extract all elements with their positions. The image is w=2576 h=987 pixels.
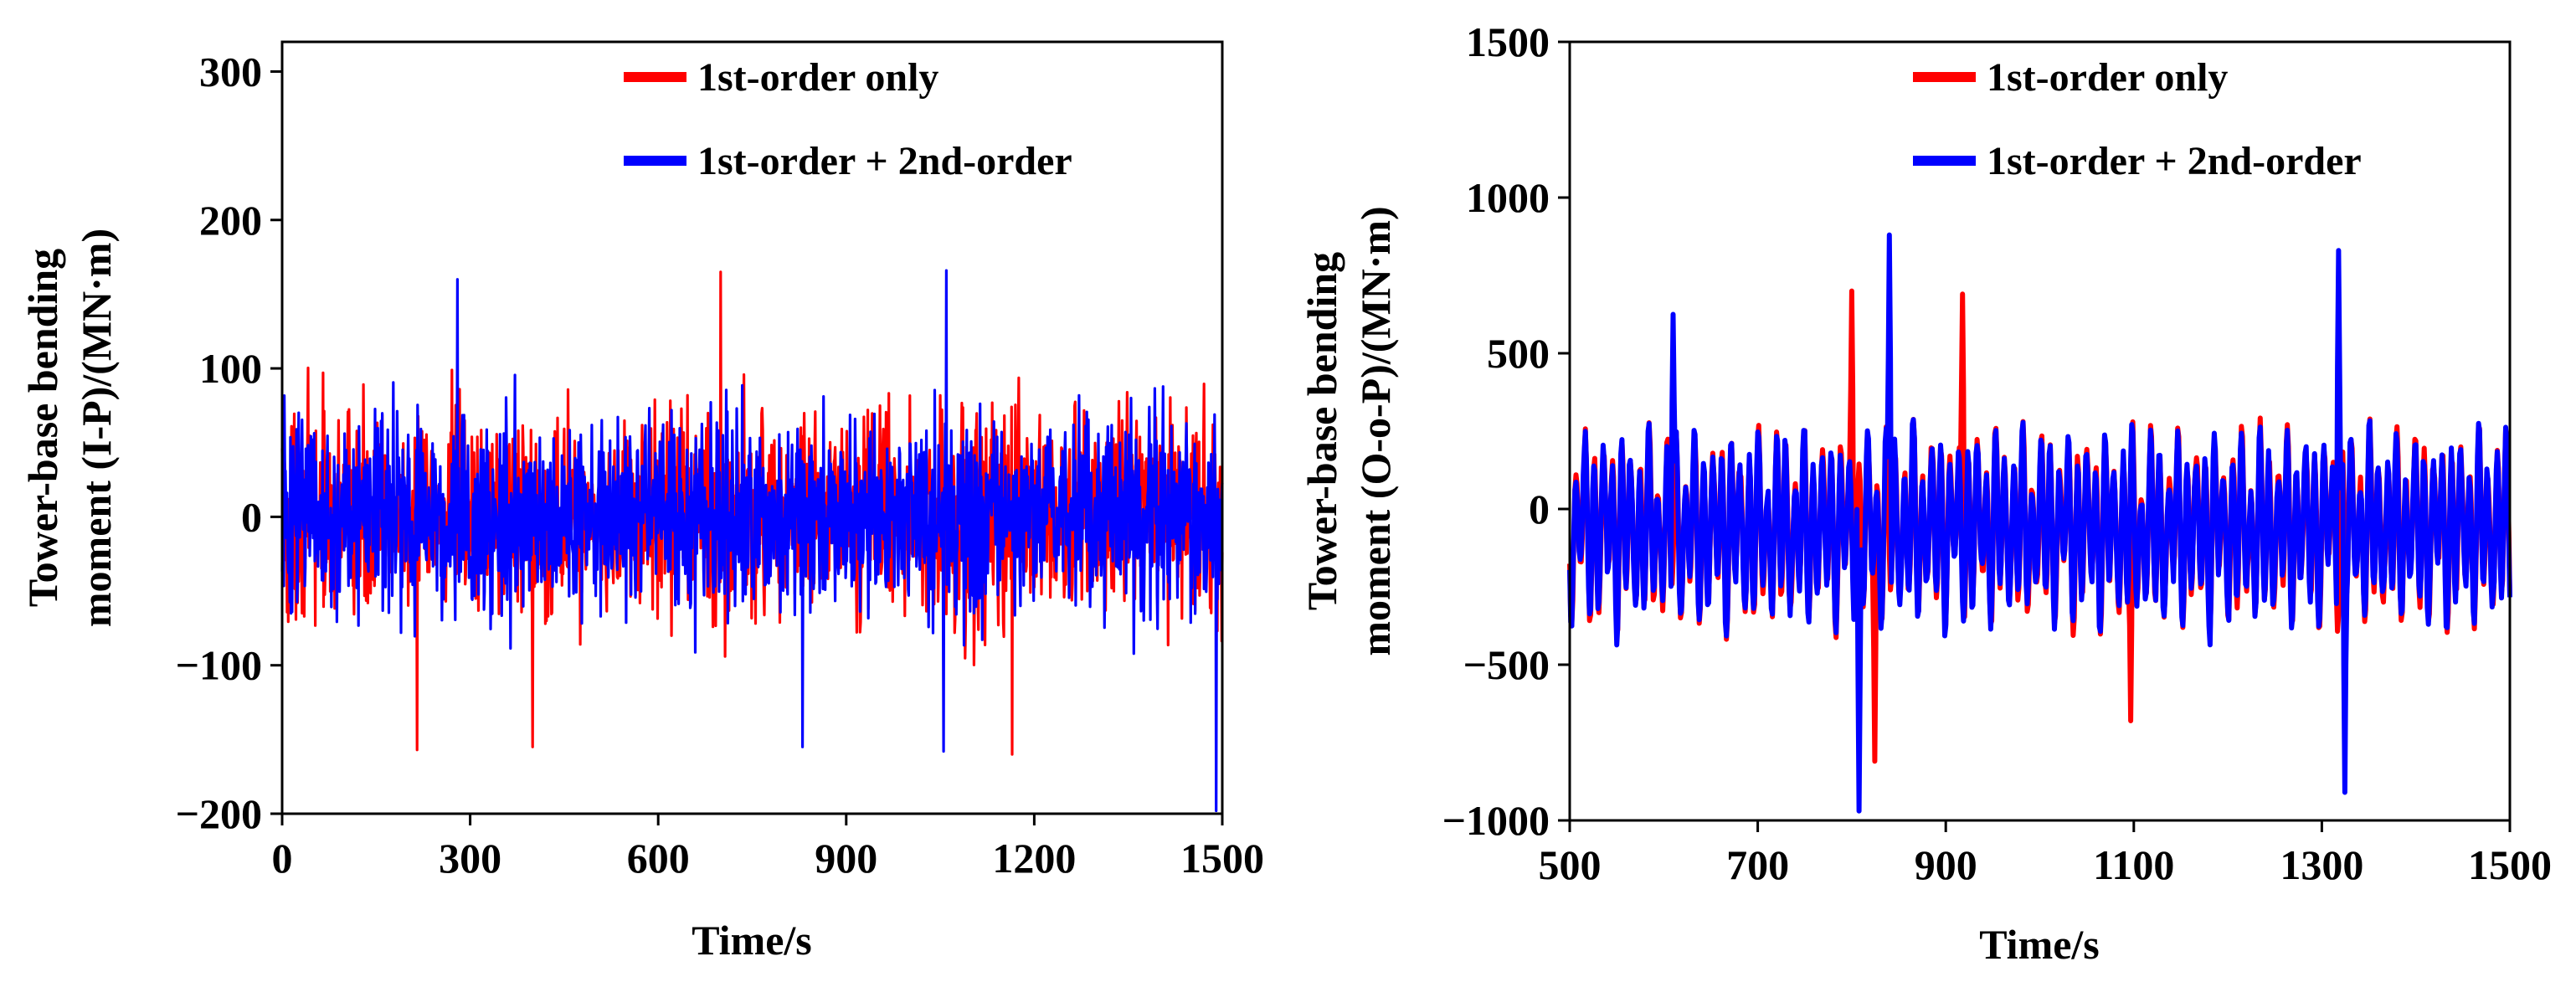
left-y-tick-label: 100 bbox=[199, 345, 262, 392]
right-x-tick-label: 1100 bbox=[2093, 841, 2174, 888]
left-x-axis-title: Time/s bbox=[692, 917, 812, 964]
right-x-tick-label: 1500 bbox=[2468, 841, 2552, 888]
right-y-axis-title-line1: Tower-base bending bbox=[1298, 252, 1345, 610]
right-y-tick-label: −1000 bbox=[1442, 797, 1550, 844]
chart-left: 0 300 600 900 1200 1500 −200 −100 0 100 200 300 Ti… bbox=[19, 40, 1264, 964]
chart-right: 500 700 900 1100 1300 1500 −1000 −500 0 500 1000 1… bbox=[1298, 18, 2552, 968]
right-y-tick-label: 0 bbox=[1529, 486, 1550, 532]
left-x-tick-label: 900 bbox=[815, 835, 877, 882]
left-y-tick-label: 200 bbox=[199, 197, 262, 244]
right-x-axis-title: Time/s bbox=[1979, 921, 2100, 968]
right-y-tick-label: 500 bbox=[1487, 330, 1550, 377]
right-y-tick-label: 1000 bbox=[1466, 174, 1550, 221]
left-x-tick-label: 600 bbox=[627, 835, 690, 882]
left-x-tick-label: 300 bbox=[439, 835, 501, 882]
left-legend-label-combined: 1st-order + 2nd-order bbox=[697, 139, 1072, 183]
left-y-tick-label: 0 bbox=[241, 493, 262, 540]
left-series-group bbox=[280, 269, 1224, 813]
right-x-tick-label: 700 bbox=[1726, 841, 1789, 888]
left-plot-frame bbox=[280, 40, 1224, 815]
right-series-line-combined bbox=[1567, 232, 2512, 814]
right-x-tick-label: 900 bbox=[1915, 841, 1977, 888]
left-legend: 1st-order only 1st-order + 2nd-order bbox=[624, 55, 1072, 183]
left-y-tick-label: −100 bbox=[176, 642, 263, 689]
right-x-tick-label: 1300 bbox=[2280, 841, 2363, 888]
left-y-axis-title-line2: moment (I-P)/(MN·m) bbox=[73, 229, 120, 627]
right-y-axis-title-line2: moment (O-o-P)/(MN·m) bbox=[1352, 206, 1399, 655]
right-series-group bbox=[1567, 232, 2512, 814]
left-x-tick-label: 0 bbox=[272, 835, 293, 882]
right-x-tick-label: 500 bbox=[1539, 841, 1602, 888]
left-series-line-combined bbox=[280, 269, 1224, 813]
left-y-axis-title-line1: Tower-base bending bbox=[19, 249, 66, 607]
right-legend-label-combined: 1st-order + 2nd-order bbox=[1987, 139, 2362, 183]
left-x-axis: 0 300 600 900 1200 1500 bbox=[272, 814, 1264, 882]
left-y-tick-label: 300 bbox=[199, 48, 262, 95]
right-x-axis: 500 700 900 1100 1300 1500 bbox=[1539, 820, 2552, 888]
right-legend: 1st-order only 1st-order + 2nd-order bbox=[1913, 55, 2362, 183]
left-x-tick-label: 1200 bbox=[992, 835, 1076, 882]
right-legend-label-1st-order: 1st-order only bbox=[1987, 55, 2228, 100]
left-y-tick-label: −200 bbox=[176, 790, 263, 837]
right-y-tick-label: 1500 bbox=[1466, 18, 1550, 65]
left-x-tick-label: 1500 bbox=[1180, 835, 1264, 882]
right-y-tick-label: −500 bbox=[1463, 641, 1550, 688]
left-y-axis: −200 −100 0 100 200 300 bbox=[176, 48, 282, 837]
right-y-axis: −1000 −500 0 500 1000 1500 bbox=[1442, 18, 1570, 844]
left-legend-label-1st-order: 1st-order only bbox=[697, 55, 938, 100]
right-plot-frame bbox=[1568, 40, 2512, 822]
